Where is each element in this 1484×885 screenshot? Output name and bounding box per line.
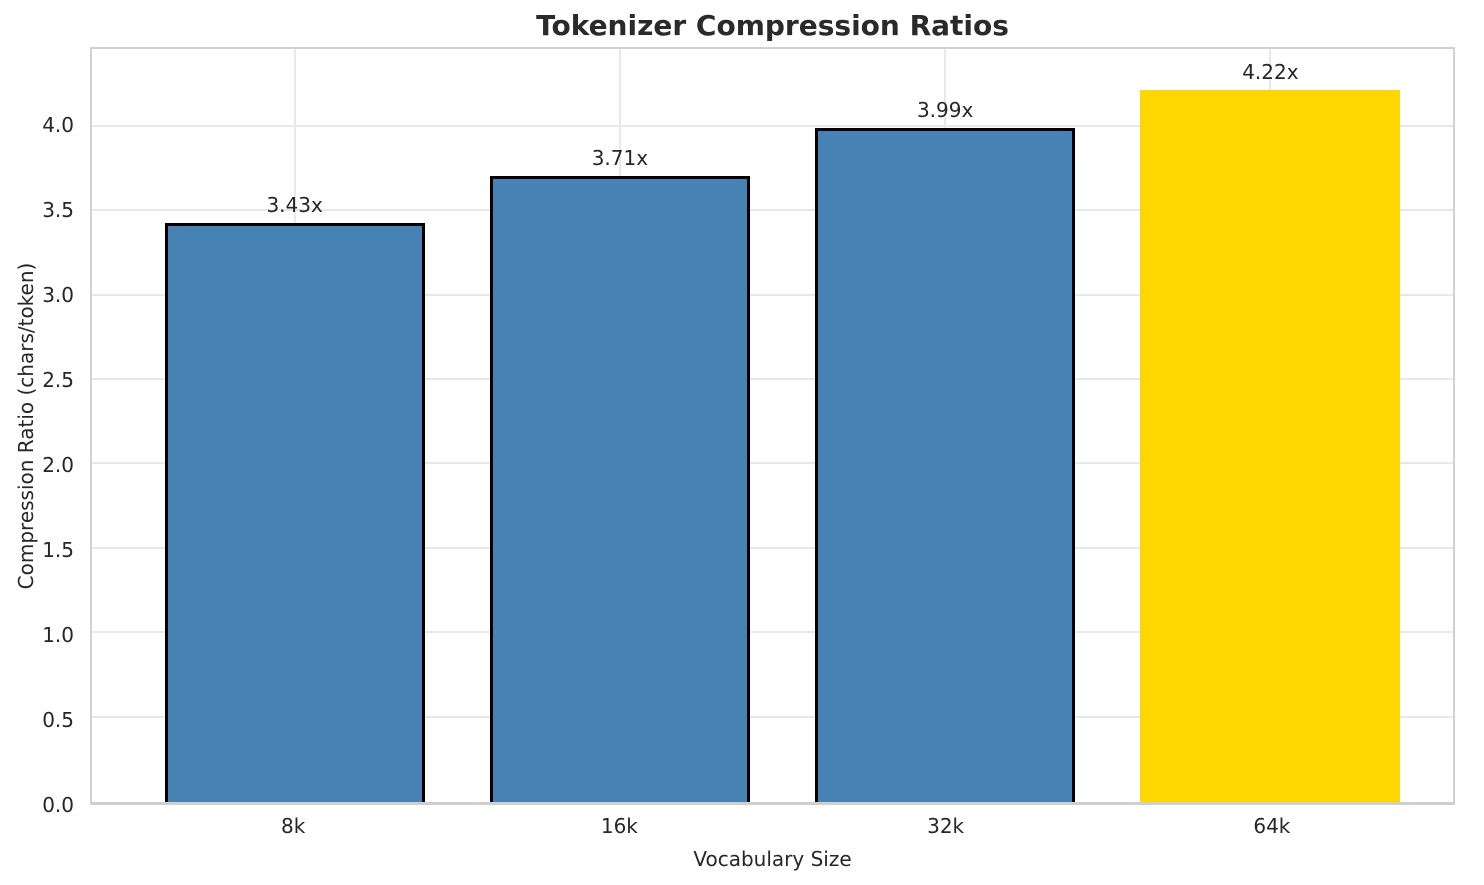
bars-container: 3.43x 3.71x 3.99x 4.22x bbox=[92, 49, 1453, 802]
bar-64k bbox=[1140, 89, 1401, 802]
y-tick-label: 4.0 bbox=[42, 113, 74, 138]
bar-32k bbox=[815, 128, 1076, 802]
h-gridline bbox=[92, 209, 1453, 212]
y-tick-label: 0.5 bbox=[42, 708, 74, 733]
bar-value-label: 3.99x bbox=[916, 98, 974, 123]
y-tick-label: 3.5 bbox=[42, 198, 74, 223]
y-tick-label: 2.0 bbox=[42, 453, 74, 478]
x-tick-label: 64k bbox=[1253, 814, 1291, 838]
y-axis-ticks: 0.0 0.5 1.0 1.5 2.0 2.5 3.0 3.5 4.0 bbox=[0, 47, 74, 815]
x-tick-label: 8k bbox=[280, 814, 306, 838]
h-gridline bbox=[92, 546, 1453, 549]
bar-value-label: 4.22x bbox=[1242, 59, 1299, 84]
bar-slot: 3.99x bbox=[783, 49, 1108, 802]
y-tick-label: 0.0 bbox=[42, 793, 74, 817]
bar-slot: 3.71x bbox=[457, 49, 782, 802]
y-tick-label: 1.0 bbox=[42, 623, 74, 648]
bar-value-label: 3.43x bbox=[266, 192, 323, 217]
chart-title: Tokenizer Compression Ratios bbox=[536, 9, 1009, 42]
bar-16k bbox=[489, 175, 750, 802]
x-axis-label: Vocabulary Size bbox=[693, 847, 852, 871]
h-gridline bbox=[92, 631, 1453, 634]
h-gridline bbox=[92, 377, 1453, 380]
x-tick-label: 16k bbox=[600, 814, 638, 838]
bar-slot: 3.43x bbox=[132, 49, 457, 802]
bar-value-label: 3.71x bbox=[591, 145, 649, 170]
h-gridline bbox=[92, 293, 1453, 296]
x-tick-label: 32k bbox=[927, 814, 965, 838]
y-tick-label: 1.5 bbox=[42, 538, 74, 563]
plot-area: 3.43x 3.71x 3.99x 4.22x bbox=[90, 47, 1455, 805]
h-gridline bbox=[92, 124, 1453, 127]
h-gridline bbox=[92, 715, 1453, 718]
y-tick-label: 3.0 bbox=[42, 283, 74, 308]
bar-slot: 4.22x bbox=[1108, 49, 1433, 802]
h-gridline bbox=[92, 462, 1453, 465]
bar-8k bbox=[164, 222, 425, 802]
y-tick-label: 2.5 bbox=[42, 368, 74, 393]
x-axis-ticks: 8k 16k 32k 64k bbox=[90, 814, 1455, 838]
